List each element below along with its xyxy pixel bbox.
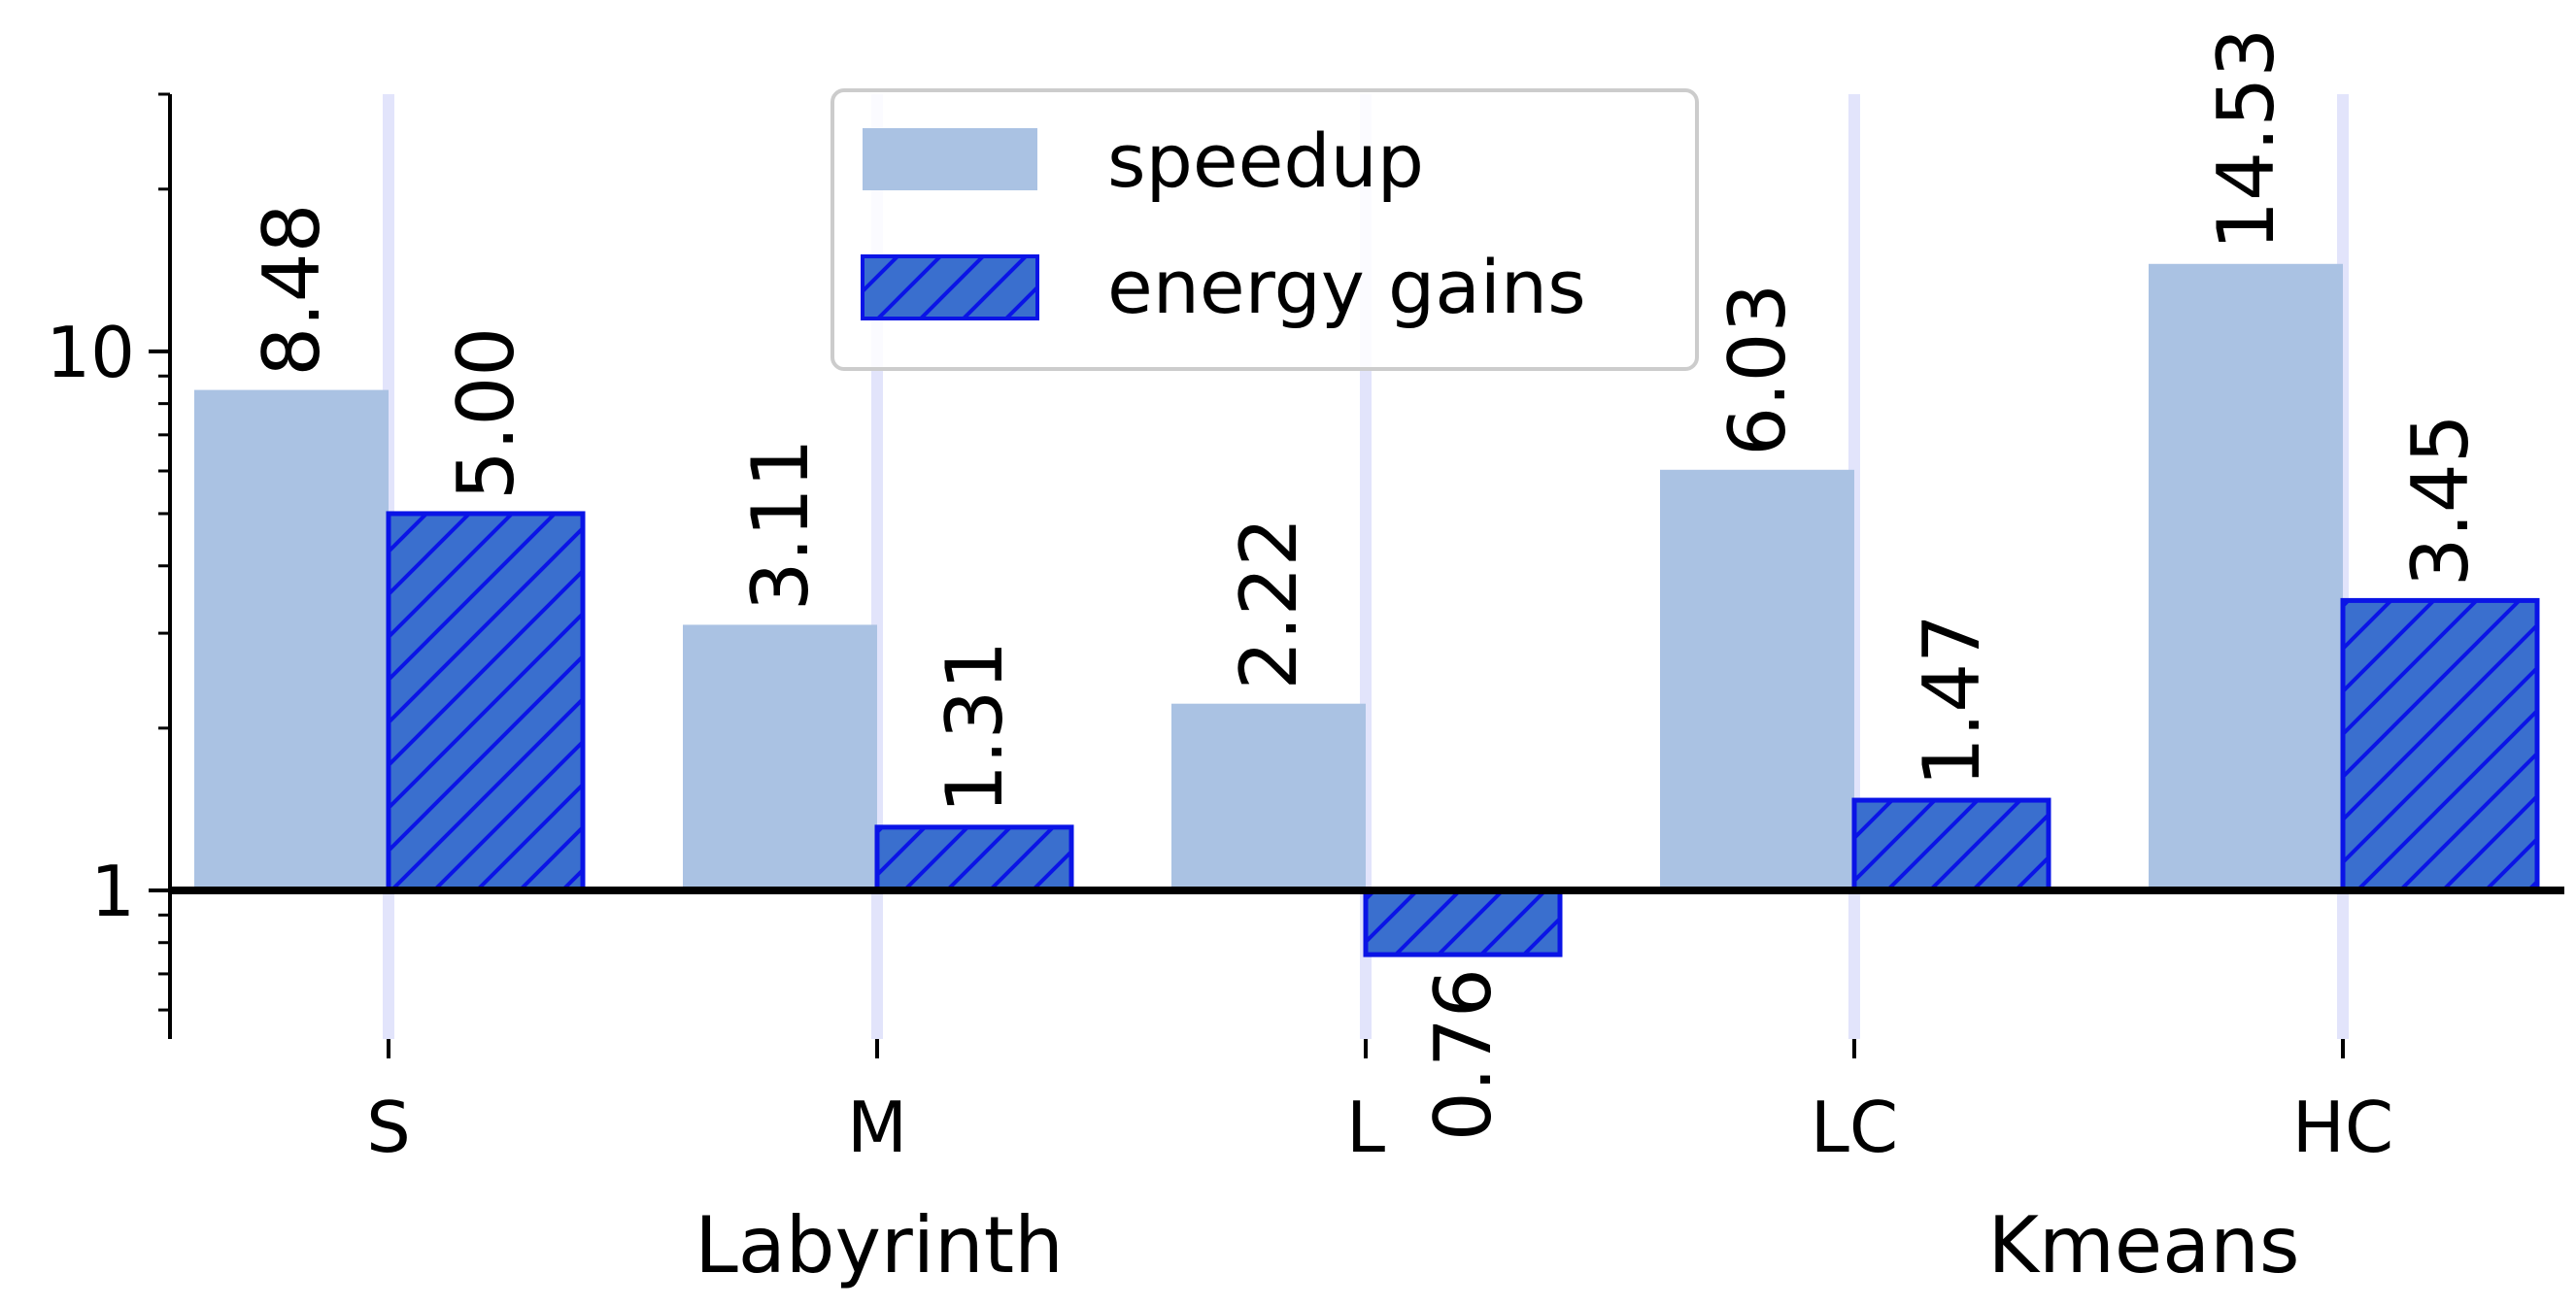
bar-energy-gains-l — [1363, 888, 1563, 957]
data-label-speedup-m: 3.11 — [735, 438, 826, 611]
bar-energy-gains-m — [874, 824, 1074, 893]
data-label-speedup-hc: 14.53 — [2201, 28, 2291, 251]
legend-label-speedup: speedup — [1107, 117, 1424, 204]
data-label-energy-gains-l: 0.76 — [1418, 968, 1508, 1141]
legend-frame — [830, 88, 1699, 371]
bar-speedup-lc — [1660, 469, 1854, 890]
x-tick-label-lc: LC — [1811, 1087, 1898, 1168]
bar-speedup-hc — [2149, 263, 2343, 890]
legend-swatch-speedup — [863, 128, 1037, 190]
data-label-energy-gains-m: 1.31 — [930, 641, 1020, 814]
legend-label-energy-gains: energy gains — [1107, 244, 1586, 330]
data-label-speedup-l: 2.22 — [1224, 518, 1314, 690]
x-tick-label-s: S — [366, 1087, 411, 1168]
data-label-speedup-lc: 6.03 — [1712, 284, 1803, 456]
bars — [194, 263, 2540, 957]
legend-swatch-energy-gains — [861, 254, 1039, 320]
x-tick-label-m: M — [847, 1087, 907, 1168]
data-labels: 8.48 3.11 2.22 6.03 14.53 5.00 1.31 0.76 1.47 3.4… — [247, 28, 2486, 1141]
bar-speedup-s — [194, 389, 389, 890]
group-label-labyrinth: Labyrinth — [695, 1200, 1064, 1290]
bar-energy-gains-hc — [2340, 597, 2540, 893]
data-label-energy-gains-s: 5.00 — [441, 327, 531, 500]
bar-energy-gains-s — [386, 511, 586, 893]
bar-speedup-l — [1171, 703, 1366, 890]
bar-speedup-m — [683, 624, 877, 890]
y-tick-label-10: 10 — [46, 312, 135, 393]
x-tick-label-hc: HC — [2292, 1087, 2393, 1168]
y-axis: 1 10 S M L LC HC — [46, 92, 2564, 1168]
x-tick-label-l: L — [1346, 1087, 1385, 1168]
group-label-kmeans: Kmeans — [1987, 1200, 2299, 1290]
data-label-energy-gains-hc: 3.45 — [2395, 414, 2486, 586]
data-label-energy-gains-lc: 1.47 — [1907, 614, 1997, 787]
legend: speedup energy gains — [830, 88, 1699, 371]
y-tick-label-1: 1 — [90, 851, 135, 932]
bar-energy-gains-lc — [1851, 797, 2051, 893]
data-label-speedup-s: 8.48 — [247, 203, 337, 376]
